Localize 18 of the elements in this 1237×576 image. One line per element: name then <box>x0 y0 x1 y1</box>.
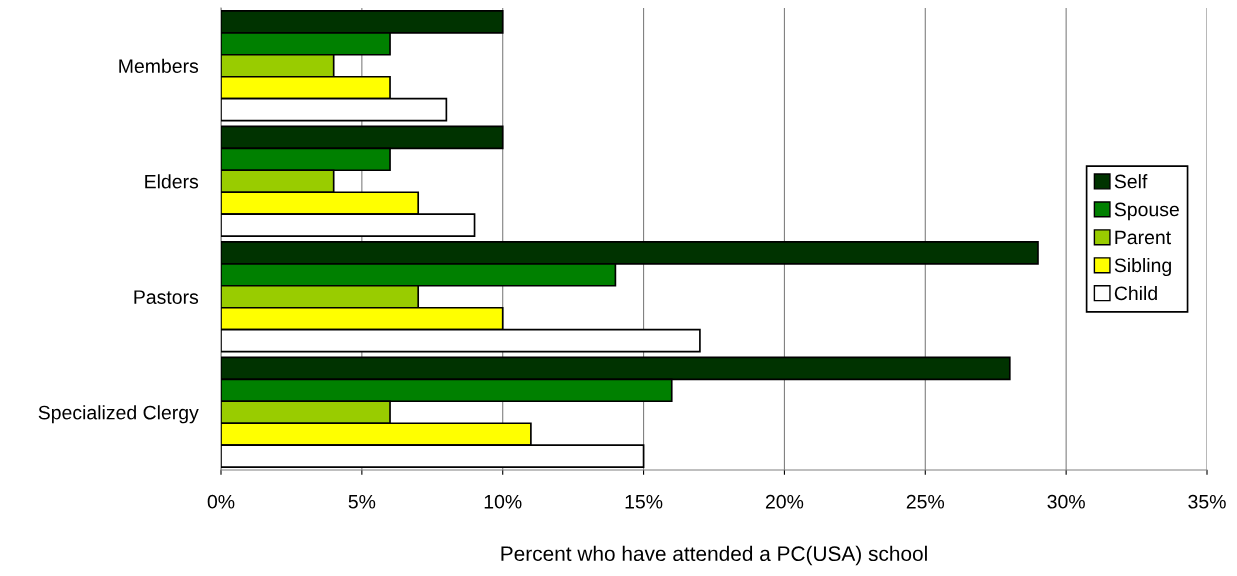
x-tick-label: 10% <box>484 494 522 509</box>
legend-label: Parent <box>1115 230 1171 245</box>
legend-label: Sibling <box>1114 257 1171 277</box>
y-tick-label: Specialized Clergy <box>38 405 199 424</box>
x-tick-label: 25% <box>906 494 945 509</box>
x-axis-title: Percent who have attended a PC(USA) school <box>501 545 927 566</box>
y-tick-label: Elders <box>145 174 199 189</box>
x-tick-label: 30% <box>1047 494 1085 509</box>
x-tick-label: 5% <box>348 494 376 509</box>
x-tick-label: 35% <box>1188 494 1226 509</box>
x-tick-label: 15% <box>625 494 663 509</box>
y-tick-label: Pastors <box>134 290 199 304</box>
legend-label: Spouse <box>1114 202 1179 221</box>
legend-label: Self <box>1114 174 1148 189</box>
x-tick-label: 20% <box>765 494 804 509</box>
y-tick-label: Members <box>119 58 199 73</box>
legend-label: Child <box>1114 285 1157 301</box>
x-tick-label: 0% <box>207 494 235 509</box>
